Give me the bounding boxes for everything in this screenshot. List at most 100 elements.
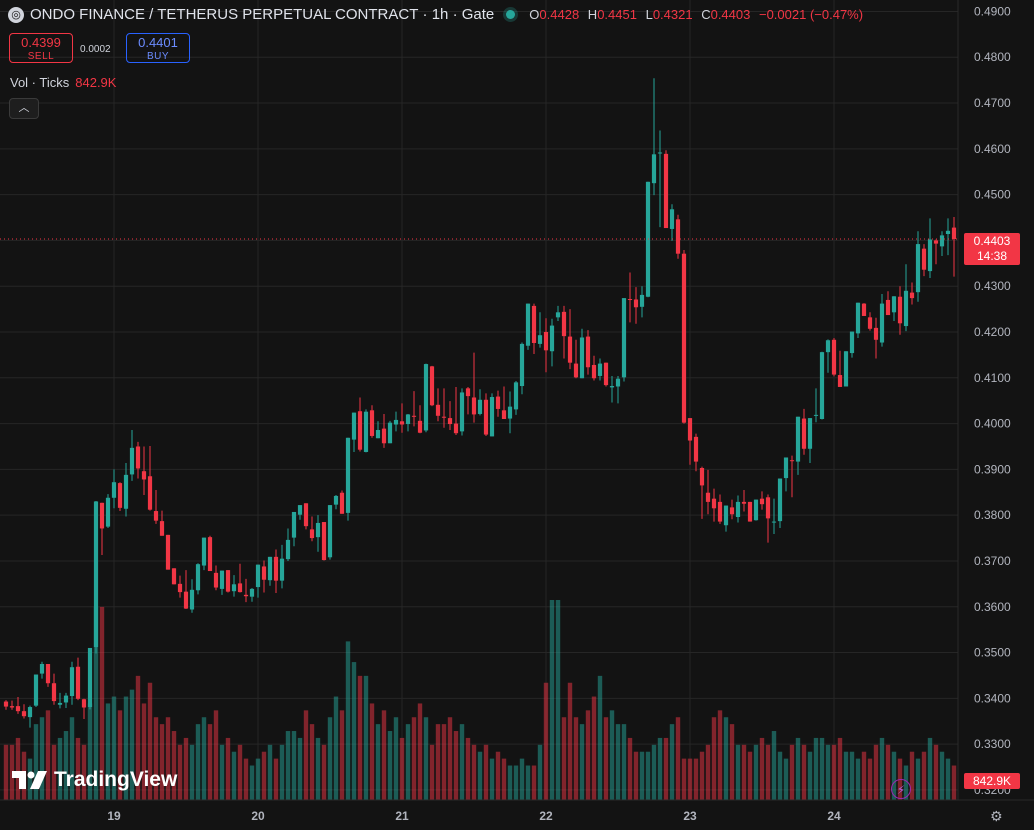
volume-bar [159, 724, 165, 800]
volume-bar [3, 744, 9, 800]
candle-body [519, 343, 525, 387]
volume-bar [747, 751, 753, 800]
lightning-icon[interactable]: ⚡ [891, 779, 911, 799]
candle-body [273, 556, 279, 581]
candle-body [429, 366, 435, 406]
time-axis-bg [0, 800, 1034, 830]
candle-body [663, 153, 669, 229]
interval-label[interactable]: 1h [431, 6, 449, 23]
volume-legend[interactable]: Vol · Ticks 842.9K [10, 75, 116, 90]
candle-body [3, 701, 9, 707]
volume-bar [105, 703, 111, 800]
tradingview-logo-icon [12, 771, 47, 789]
candle-body [279, 558, 285, 581]
price-tick-label: 0.4000 [974, 417, 1011, 431]
candle-body [453, 423, 459, 434]
candle-body [267, 556, 273, 581]
candle-body [885, 299, 891, 316]
candle-body [63, 695, 69, 703]
volume-bar [285, 731, 291, 800]
time-axis[interactable]: 19 20 21 22 23 24 [0, 799, 1034, 830]
volume-bar [519, 758, 525, 800]
last-price-value: 0.4403 [973, 234, 1011, 248]
volume-bar [135, 675, 141, 800]
candle-body [903, 290, 909, 327]
candle-body [123, 474, 129, 509]
candle-body [51, 683, 57, 702]
volume-bar [339, 710, 345, 800]
candle-body [81, 699, 87, 708]
volume-bar [393, 717, 399, 800]
candle-body [111, 482, 117, 498]
candle-body [753, 499, 759, 521]
volume-bar [63, 731, 69, 800]
volume-bar [939, 751, 945, 800]
volume-bar [15, 737, 21, 800]
candle-body [225, 570, 231, 592]
volume-bar [729, 724, 735, 800]
candle-body [501, 410, 507, 420]
volume-bar [321, 744, 327, 800]
price-tick-label: 0.4500 [974, 188, 1011, 202]
candle-body [759, 498, 765, 505]
volume-bar [39, 717, 45, 800]
volume-bar [513, 765, 519, 800]
candle-body [567, 336, 573, 363]
volume-bar [891, 751, 897, 800]
price-tick-label: 0.3900 [974, 462, 1011, 476]
volume-bar [369, 703, 375, 800]
volume-bar [237, 744, 243, 800]
candle-body [135, 446, 141, 469]
spread-value: 0.0002 [80, 44, 111, 55]
candle-body [717, 501, 723, 522]
volume-bar [333, 696, 339, 800]
market-status-icon[interactable] [506, 10, 516, 19]
volume-bar [345, 641, 351, 800]
candle-body [939, 235, 945, 247]
volume-bar [303, 710, 309, 800]
volume-bar [51, 744, 57, 800]
buy-button[interactable]: 0.4401 BUY [126, 33, 190, 63]
candle-body [831, 339, 837, 375]
candle-body [675, 219, 681, 254]
candle-body [171, 568, 177, 585]
tradingview-logo[interactable]: TradingView [12, 768, 177, 792]
chart-legend-header: ◎ ONDO FINANCE / TETHERUS PERPETUAL CONT… [8, 6, 868, 23]
volume-bar [69, 717, 75, 800]
candle-body [93, 501, 99, 648]
candle-body [213, 572, 219, 588]
candle-body [57, 702, 63, 705]
exchange-label: Gate [461, 6, 495, 23]
bar-countdown: 14:38 [976, 249, 1008, 263]
volume-bar [837, 737, 843, 800]
candle-body [777, 478, 783, 522]
candle-body [687, 418, 693, 441]
volume-bar [819, 737, 825, 800]
volume-bar [795, 737, 801, 800]
candle-body [891, 296, 897, 313]
candle-body [231, 584, 237, 592]
volume-bar [243, 758, 249, 800]
volume-bar [789, 744, 795, 800]
volume-bar [669, 724, 675, 800]
volume-bar [825, 744, 831, 800]
candle-body [315, 522, 321, 538]
candle-body [435, 404, 441, 416]
price-axis[interactable]: 0.49000.48000.47000.46000.45000.44000.43… [957, 0, 1034, 830]
volume-bar [171, 731, 177, 800]
volume-bar [129, 689, 135, 800]
volume-bar [537, 744, 543, 800]
volume-bar [687, 758, 693, 800]
volume-bar [813, 737, 819, 800]
sell-button[interactable]: 0.4399 SELL [9, 33, 73, 63]
candle-body [771, 521, 777, 523]
volume-bar [219, 744, 225, 800]
symbol-name[interactable]: ONDO FINANCE / TETHERUS PERPETUAL CONTRA… [30, 6, 419, 23]
gear-icon[interactable]: ⚙ [990, 808, 1003, 824]
volume-bar [123, 696, 129, 800]
candle-body [117, 483, 123, 508]
collapse-legend-button[interactable]: ︿ [9, 98, 39, 119]
volume-bar [783, 758, 789, 800]
candle-body [729, 507, 735, 515]
